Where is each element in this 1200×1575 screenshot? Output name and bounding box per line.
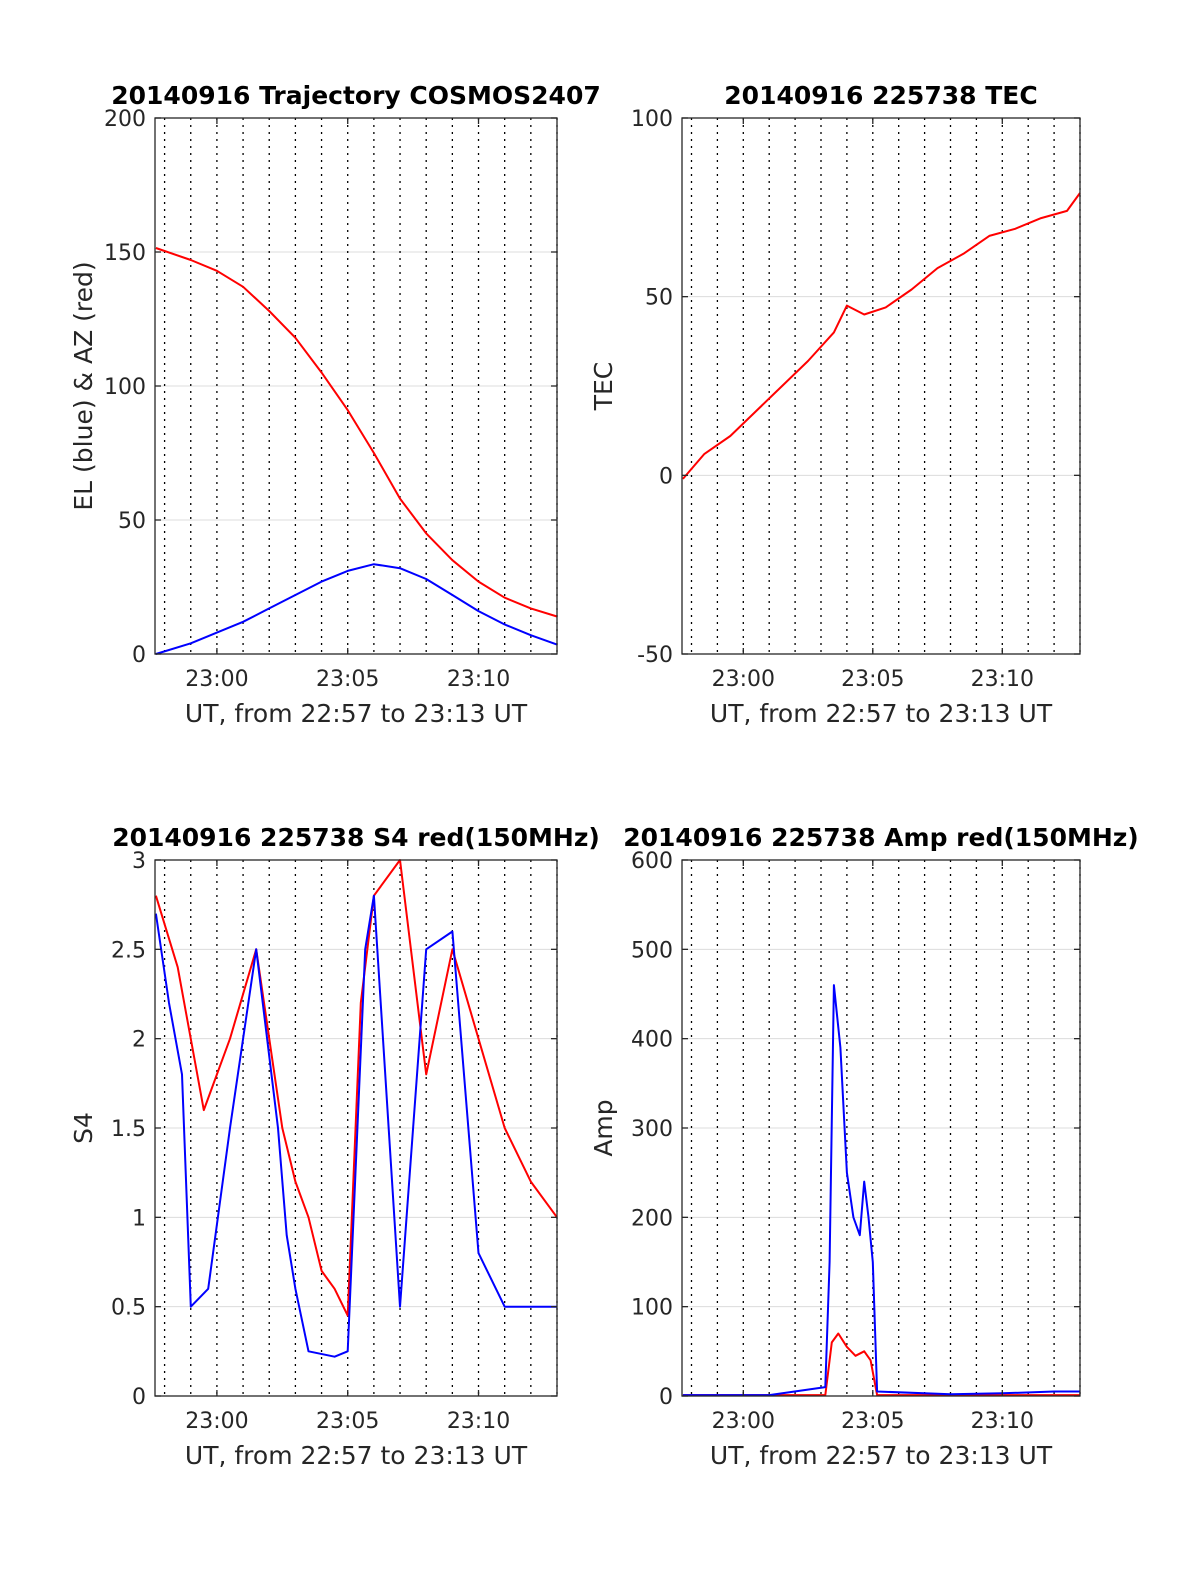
y-tick-label: 100 (104, 375, 146, 400)
x-tick-label: 23:10 (447, 667, 510, 692)
y-axis-label: S4 (69, 1112, 98, 1144)
y-tick-label: 2.5 (111, 938, 146, 963)
axes-frame (681, 117, 1081, 655)
x-tick-label: 23:10 (447, 1409, 510, 1434)
chart-panel-2: -50 0 50 100 23:00 23:05 23:10 20140916 225738 … (589, 81, 1081, 728)
y-tick-label: 1 (132, 1206, 146, 1231)
y-tick-label: 0 (659, 464, 673, 489)
chart-panel-4: 0 100 200 300 400 500 600 23:00 23:05 23:10 201409… (589, 823, 1139, 1470)
series-line-2 (682, 984, 1080, 1397)
x-tick-label: 23:00 (185, 1409, 248, 1434)
y-tick-label: 100 (631, 107, 673, 132)
x-axis-label: UT, from 22:57 to 23:13 UT (710, 1441, 1053, 1470)
chart-title: 20140916 225738 S4 red(150MHz) (112, 823, 600, 852)
x-tick-label: 23:05 (316, 667, 379, 692)
y-tick-label: 50 (645, 286, 673, 311)
y-axis-label: TEC (589, 362, 618, 412)
y-tick-label: 600 (631, 849, 673, 874)
chart-title: 20140916 225738 Amp red(150MHz) (623, 823, 1139, 852)
x-tick-label: 23:10 (971, 1409, 1034, 1434)
x-tick-label: 23:05 (841, 1409, 904, 1434)
series-line-2 (154, 894, 557, 1358)
x-tick-label: 23:00 (712, 667, 775, 692)
y-tick-label: 3 (132, 849, 146, 874)
y-axis-label: EL (blue) & AZ (red) (69, 261, 98, 510)
plot-area (682, 118, 1080, 654)
chart-panel-3: 0 0.5 1 1.5 2 2.5 3 23:00 23:05 23:10 20140916 225… (69, 823, 600, 1470)
x-axis-label: UT, from 22:57 to 23:13 UT (185, 1441, 528, 1470)
y-tick-label: 100 (631, 1296, 673, 1321)
y-tick-label: 0 (132, 643, 146, 668)
y-tick-label: 50 (118, 509, 146, 534)
y-tick-label: 0 (132, 1385, 146, 1410)
x-tick-label: 23:05 (316, 1409, 379, 1434)
y-tick-label: 1.5 (111, 1117, 146, 1142)
y-tick-label: 150 (104, 241, 146, 266)
y-tick-label: 2 (132, 1028, 146, 1053)
y-tick-label: 500 (631, 938, 673, 963)
x-tick-label: 23:00 (185, 667, 248, 692)
series-line-2 (155, 563, 558, 655)
chart-title: 20140916 Trajectory COSMOS2407 (111, 81, 601, 110)
y-tick-label: 200 (104, 107, 146, 132)
y-tick-label: 0.5 (111, 1296, 146, 1321)
series-line-1 (682, 1332, 1080, 1397)
y-tick-label: 300 (631, 1117, 673, 1142)
y-tick-label: 0 (659, 1385, 673, 1410)
x-axis-label: UT, from 22:57 to 23:13 UT (185, 699, 528, 728)
series-line-1 (155, 247, 558, 618)
x-tick-label: 23:05 (841, 667, 904, 692)
chart-title: 20140916 225738 TEC (724, 81, 1037, 110)
series-line-1 (154, 859, 558, 1317)
x-tick-label: 23:00 (712, 1409, 775, 1434)
y-tick-label: 200 (631, 1206, 673, 1231)
y-axis-label: Amp (589, 1099, 618, 1156)
y-tick-label: -50 (637, 643, 673, 668)
x-tick-label: 23:10 (971, 667, 1034, 692)
series-line-1 (682, 192, 1081, 480)
x-axis-label: UT, from 22:57 to 23:13 UT (710, 699, 1053, 728)
chart-panel-1: 0 50 100 150 200 23:00 23:05 23:10 20140916 Traj… (69, 81, 601, 728)
y-tick-label: 400 (631, 1028, 673, 1053)
